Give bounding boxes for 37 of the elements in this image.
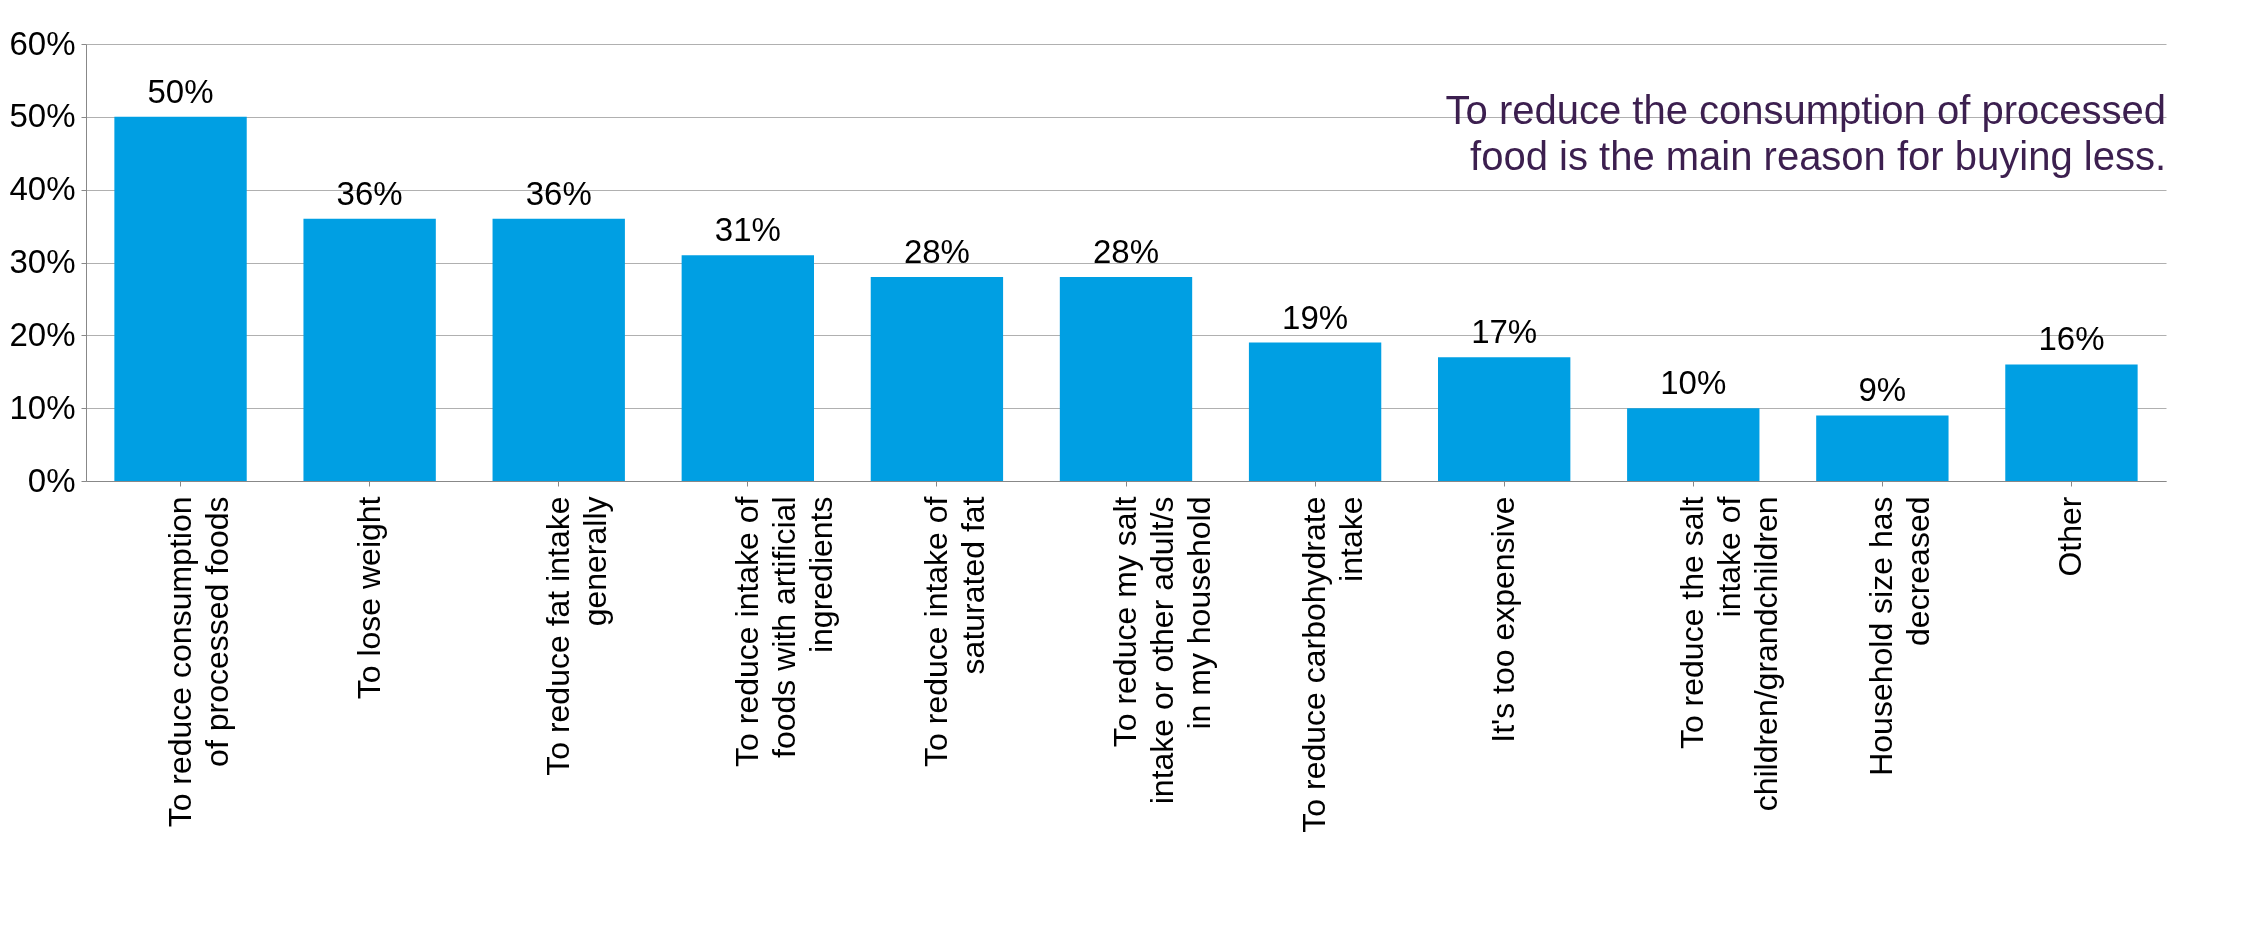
bar bbox=[1627, 408, 1760, 481]
x-tick-label: To reduce the salt intake of children/grandchildren bbox=[1674, 496, 1785, 812]
data-label: 10% bbox=[1660, 364, 1727, 402]
y-tick-label: 30% bbox=[9, 243, 76, 280]
x-tick-label: To lose weight bbox=[350, 496, 387, 700]
data-label: 9% bbox=[1858, 371, 1907, 409]
data-label: 31% bbox=[714, 211, 781, 249]
bar bbox=[1438, 357, 1571, 481]
bar bbox=[681, 255, 814, 481]
data-label: 16% bbox=[2038, 320, 2105, 358]
bar bbox=[2005, 364, 2138, 481]
x-tick-label: Other bbox=[2052, 496, 2089, 577]
bar bbox=[1059, 277, 1193, 481]
x-tick-label: To reduce carbohydrate intake bbox=[1296, 496, 1370, 833]
bar bbox=[870, 277, 1004, 481]
bar bbox=[1248, 342, 1382, 481]
data-label: 28% bbox=[903, 233, 970, 271]
y-tick-label: 0% bbox=[27, 461, 76, 499]
y-tick-label: 40% bbox=[9, 170, 76, 208]
x-tick-label: It's too expensive bbox=[1485, 496, 1522, 743]
data-label: 19% bbox=[1282, 298, 1349, 336]
y-tick-label: 50% bbox=[9, 97, 76, 135]
y-tick-label: 60% bbox=[9, 24, 76, 62]
y-tick-label: 10% bbox=[9, 388, 76, 426]
bar bbox=[1816, 415, 1949, 481]
data-label: 17% bbox=[1471, 313, 1538, 351]
data-label: 36% bbox=[336, 174, 403, 212]
data-label: 50% bbox=[147, 72, 214, 110]
bar bbox=[492, 218, 625, 481]
bar bbox=[303, 218, 436, 481]
x-tick-label: To reduce fat intake generally bbox=[539, 496, 613, 776]
data-label: 28% bbox=[1092, 233, 1160, 271]
y-tick-label: 20% bbox=[9, 315, 76, 353]
data-label: 36% bbox=[525, 174, 592, 212]
text: To reduce the consumption of processed food is the main reason for buying less. bbox=[1445, 88, 2166, 178]
x-tick-label: To reduce consumption of processed foods bbox=[161, 496, 235, 828]
bar bbox=[114, 116, 247, 481]
